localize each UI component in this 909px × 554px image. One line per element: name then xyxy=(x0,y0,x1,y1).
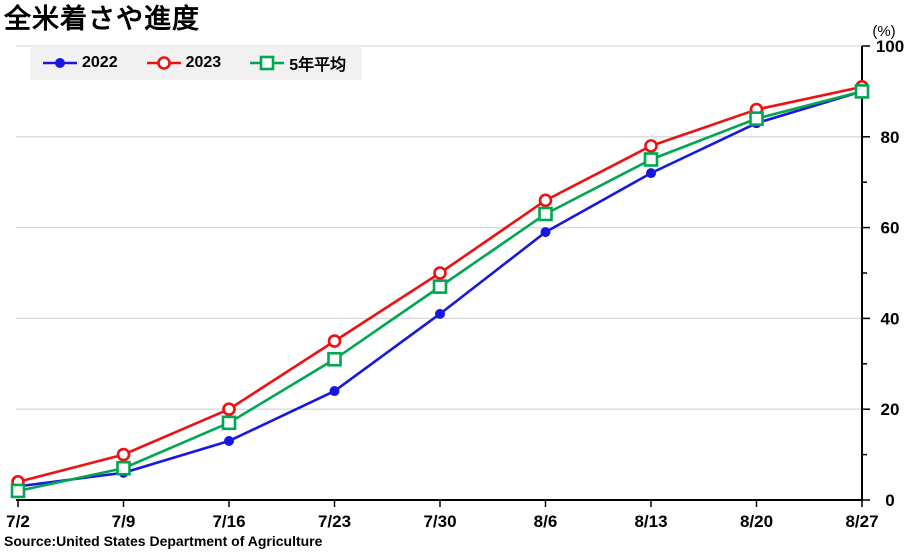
x-tick-label-8/20: 8/20 xyxy=(740,512,773,531)
legend-label-5年平均: 5年平均 xyxy=(289,57,347,74)
legend-marker-shape-2022 xyxy=(55,58,65,68)
data-point-2023-7/16 xyxy=(222,402,236,417)
x-tick-label-7/30: 7/30 xyxy=(423,512,456,531)
source-note: Source:United States Department of Agric… xyxy=(4,533,323,549)
legend-marker-shape-5年平均 xyxy=(259,55,275,71)
x-tick-label-8/13: 8/13 xyxy=(634,512,667,531)
x-tick-label-7/16: 7/16 xyxy=(212,512,245,531)
data-point-5年平均-7/9 xyxy=(116,460,131,476)
legend-marker-5年平均 xyxy=(250,55,285,71)
data-point-5年平均-8/13 xyxy=(643,152,659,167)
legend-marker-shape-2023 xyxy=(156,56,171,70)
y-axis-unit-label: (%) xyxy=(872,23,895,40)
data-point-2023-7/30 xyxy=(433,266,447,280)
x-tick-label-8/27: 8/27 xyxy=(845,512,878,531)
x-tick-label-7/9: 7/9 xyxy=(112,512,136,531)
data-point-2023-7/23 xyxy=(327,334,342,348)
legend-item-2022: 2022 xyxy=(40,54,118,72)
data-point-5年平均-7/2 xyxy=(10,483,26,499)
data-point-2023-8/6 xyxy=(538,193,553,208)
data-point-2023-8/13 xyxy=(644,139,658,153)
data-point-2022-8/6 xyxy=(540,227,551,238)
legend-item-5年平均: 5年平均 xyxy=(247,51,346,75)
data-point-2022-7/23 xyxy=(329,386,340,397)
data-point-5年平均-8/20 xyxy=(749,111,764,126)
y-tick-label-0: 0 xyxy=(885,491,894,510)
chart-title: 全米着さや進度 xyxy=(4,4,200,34)
data-point-2022-8/13 xyxy=(646,168,656,179)
x-tick-label-7/23: 7/23 xyxy=(318,512,351,531)
legend-label-2023: 2023 xyxy=(185,54,222,71)
data-point-2022-7/30 xyxy=(435,308,445,319)
legend: 2022 2023 5年平均 xyxy=(30,46,363,80)
y-tick-label-60: 60 xyxy=(881,219,900,238)
x-tick-label-8/6: 8/6 xyxy=(534,512,558,531)
data-point-5年平均-7/16 xyxy=(221,415,237,431)
data-point-5年平均-8/27 xyxy=(854,84,870,99)
data-point-5年平均-7/30 xyxy=(432,279,448,294)
data-point-2022-7/16 xyxy=(224,435,234,446)
series-5年平均 xyxy=(10,84,870,499)
y-tick-label-40: 40 xyxy=(881,309,900,328)
legend-label-2022: 2022 xyxy=(82,54,118,71)
data-point-5年平均-7/23 xyxy=(327,351,342,367)
x-tick-label-7/2: 7/2 xyxy=(6,512,30,531)
data-point-5年平均-8/6 xyxy=(538,206,553,222)
data-point-2023-7/9 xyxy=(116,447,131,462)
legend-marker-2023 xyxy=(146,56,181,70)
y-tick-label-100: 100 xyxy=(876,37,904,56)
y-tick-label-80: 80 xyxy=(881,128,900,147)
legend-marker-2022 xyxy=(43,58,77,68)
legend-item-2023: 2023 xyxy=(144,54,222,72)
y-tick-label-20: 20 xyxy=(881,400,900,419)
